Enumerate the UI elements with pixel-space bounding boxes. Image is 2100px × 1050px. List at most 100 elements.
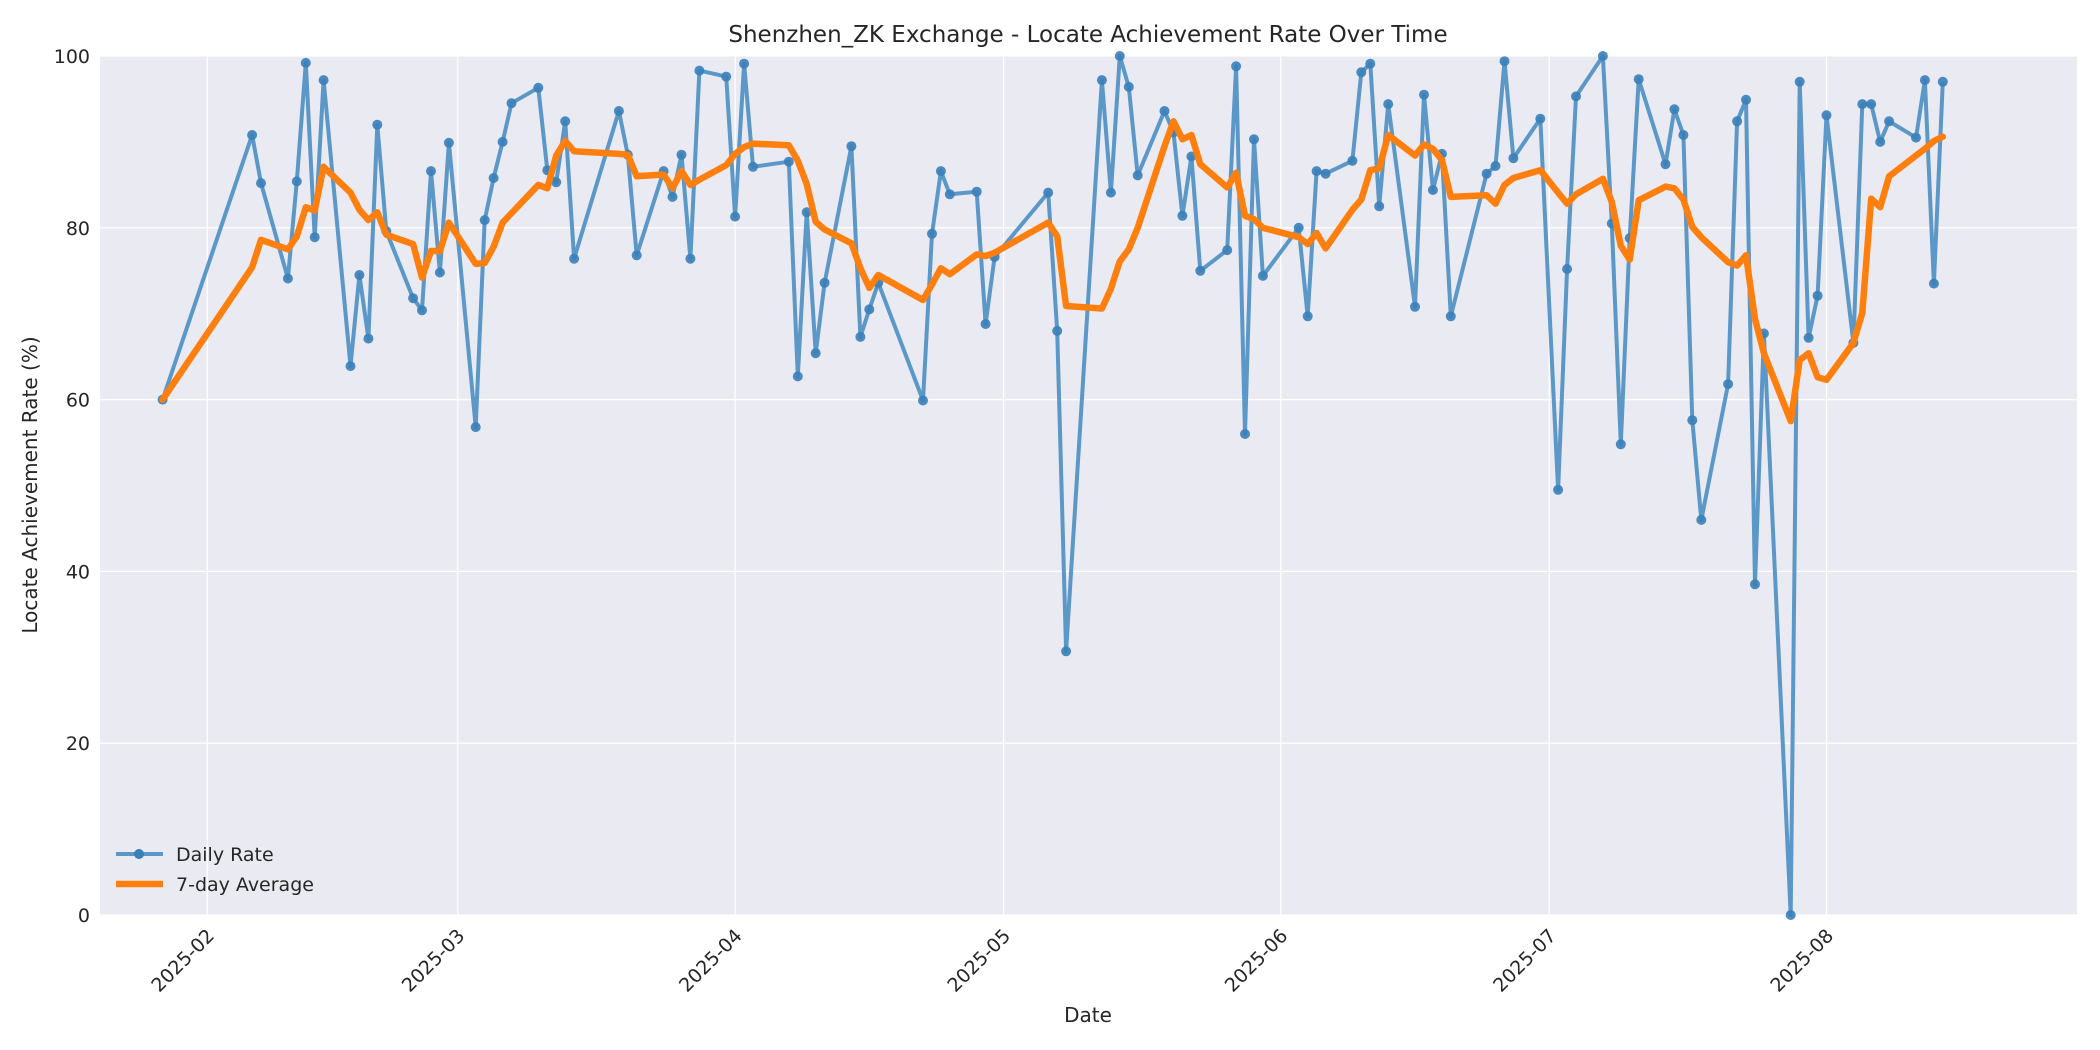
daily-rate-point bbox=[1875, 136, 1886, 147]
daily-rate-point bbox=[1052, 325, 1063, 336]
daily-rate-point bbox=[1231, 61, 1242, 72]
daily-rate-point bbox=[479, 215, 490, 226]
daily-rate-point bbox=[980, 319, 991, 329]
daily-rate-point bbox=[1884, 116, 1895, 127]
legend-item-seven-day-average: 7-day Average bbox=[116, 874, 314, 896]
daily-rate-point bbox=[748, 161, 758, 172]
legend-label-seven-day-average: 7-day Average bbox=[176, 874, 314, 896]
daily-rate-point bbox=[1222, 245, 1233, 256]
daily-rate-point bbox=[1571, 91, 1581, 102]
daily-rate-point bbox=[1597, 51, 1608, 61]
daily-rate-point bbox=[694, 65, 705, 76]
y-tick-label: 20 bbox=[66, 733, 90, 755]
daily-rate-point bbox=[1132, 170, 1143, 181]
daily-rate-point bbox=[1096, 75, 1107, 86]
daily-rate-point bbox=[1043, 187, 1054, 198]
daily-rate-point bbox=[1105, 187, 1116, 198]
daily-rate-point bbox=[1365, 58, 1376, 69]
daily-rate-legend-marker-icon bbox=[134, 849, 144, 859]
daily-rate-point bbox=[810, 348, 821, 359]
daily-rate-point bbox=[1732, 116, 1743, 127]
daily-rate-point bbox=[1553, 484, 1564, 495]
daily-rate-point bbox=[1535, 113, 1546, 124]
daily-rate-point bbox=[1302, 311, 1313, 322]
daily-rate-point bbox=[1159, 106, 1170, 116]
plot-area bbox=[100, 56, 2077, 915]
x-tick-label: 2025-08 bbox=[1766, 925, 1838, 997]
seven-day-average-line bbox=[159, 118, 1947, 425]
x-tick-label: 2025-07 bbox=[1489, 925, 1561, 997]
daily-rate-point bbox=[551, 177, 562, 188]
daily-rate-point bbox=[1123, 81, 1134, 92]
daily-rate-point bbox=[935, 166, 946, 177]
daily-rate-point bbox=[1427, 185, 1438, 195]
daily-rate-point bbox=[1919, 75, 1930, 86]
daily-rate-point bbox=[613, 106, 624, 116]
daily-rate-point bbox=[533, 82, 544, 93]
daily-rate-point bbox=[282, 273, 293, 284]
daily-rate-point bbox=[1669, 104, 1680, 115]
daily-rate-point bbox=[1928, 278, 1939, 289]
daily-rate-point bbox=[1615, 439, 1626, 450]
daily-rate-point bbox=[1410, 301, 1420, 312]
daily-rate-point bbox=[408, 293, 419, 304]
daily-rate-point bbox=[783, 156, 794, 167]
daily-rate-point bbox=[1741, 94, 1751, 105]
daily-rate-point bbox=[1347, 155, 1358, 166]
daily-rate-point bbox=[1785, 910, 1796, 920]
daily-rate-point bbox=[443, 137, 454, 148]
daily-rate-point bbox=[846, 141, 857, 152]
daily-rate-point bbox=[1114, 51, 1125, 61]
daily-rate-point bbox=[1195, 265, 1206, 276]
daily-rate-point bbox=[1508, 153, 1519, 164]
daily-rate-point bbox=[1311, 166, 1322, 177]
daily-rate-point bbox=[792, 371, 803, 382]
daily-rate-point bbox=[569, 253, 580, 264]
daily-rate-point bbox=[560, 116, 571, 127]
daily-rate-point bbox=[1750, 579, 1760, 590]
daily-rate-point bbox=[1445, 311, 1456, 322]
y-axis-label: Locate Achievement Rate (%) bbox=[18, 336, 42, 633]
daily-rate-point bbox=[971, 186, 982, 197]
y-tick-label: 40 bbox=[66, 561, 90, 583]
daily-rate-point bbox=[1374, 201, 1385, 212]
daily-rate-point bbox=[1490, 161, 1501, 171]
daily-rate-point bbox=[354, 270, 365, 280]
daily-rate-point bbox=[497, 136, 508, 147]
y-tick-label: 100 bbox=[54, 46, 90, 68]
y-axis-ticks: 0 20 40 60 80 100 bbox=[54, 46, 90, 927]
daily-rate-point bbox=[631, 250, 642, 261]
daily-rate-point bbox=[864, 304, 875, 315]
legend: Daily Rate 7-day Average bbox=[116, 844, 314, 896]
daily-rate-point bbox=[1812, 290, 1823, 301]
x-tick-label: 2025-05 bbox=[943, 925, 1015, 997]
x-tick-label: 2025-02 bbox=[147, 925, 219, 997]
daily-rate-point bbox=[470, 422, 481, 433]
daily-rate-point bbox=[300, 57, 311, 68]
daily-rate-point bbox=[1937, 76, 1948, 87]
legend-label-daily-rate: Daily Rate bbox=[176, 844, 274, 866]
daily-rate-point bbox=[1240, 429, 1250, 439]
daily-rate-point bbox=[1383, 99, 1394, 110]
daily-rate-point bbox=[1803, 332, 1814, 343]
daily-rate-point bbox=[291, 176, 302, 187]
y-tick-label: 80 bbox=[66, 218, 90, 240]
daily-rate-point bbox=[721, 71, 732, 82]
daily-rate-point bbox=[1794, 76, 1805, 87]
daily-rate-point bbox=[256, 178, 266, 189]
daily-rate-point bbox=[855, 331, 866, 342]
daily-rate-point bbox=[1061, 646, 1072, 657]
daily-rate-point bbox=[1356, 67, 1367, 78]
series-layer bbox=[157, 51, 1948, 920]
daily-rate-point bbox=[426, 166, 436, 177]
daily-rate-point bbox=[1320, 168, 1331, 179]
daily-rate-point bbox=[1257, 270, 1268, 281]
daily-rate-point bbox=[363, 333, 374, 344]
daily-rate-point bbox=[1866, 99, 1877, 110]
daily-rate-point bbox=[434, 267, 445, 278]
daily-rate-point bbox=[309, 232, 320, 243]
daily-rate-point bbox=[1723, 379, 1734, 390]
daily-rate-point bbox=[676, 149, 687, 160]
